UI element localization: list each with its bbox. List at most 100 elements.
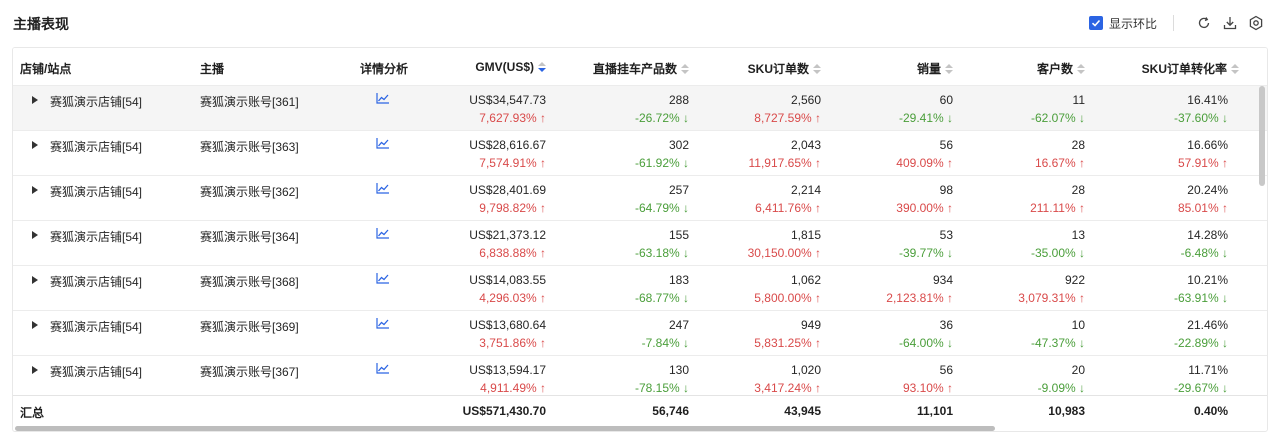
sales-value: 56: [939, 363, 953, 377]
trend-chart-icon[interactable]: [376, 272, 390, 284]
trend-chart-icon[interactable]: [376, 317, 390, 329]
col-store: 店铺/站点: [20, 62, 72, 76]
checkmark-icon: [1091, 19, 1101, 27]
sku-orders-change: 5,800.00% ↑: [754, 291, 821, 305]
gmv-change: 6,838.88% ↑: [479, 246, 546, 260]
sales-change: 2,123.81% ↑: [886, 291, 953, 305]
products-value: 155: [668, 228, 689, 242]
table-row[interactable]: 赛狐演示店铺[54] 赛狐演示账号[367] US$13,594.17 4,91…: [13, 356, 1267, 401]
col-sku-orders[interactable]: SKU订单数: [748, 60, 821, 77]
sort-icon[interactable]: [813, 63, 821, 74]
customers-value: 28: [1071, 183, 1085, 197]
gmv-value: US$13,594.17: [469, 363, 546, 377]
conversion-change: 57.91% ↑: [1177, 156, 1228, 170]
customers-change: -62.07% ↓: [1030, 111, 1085, 125]
sort-icon[interactable]: [538, 62, 546, 72]
summary-gmv: US$571,430.70: [462, 404, 546, 418]
gmv-value: US$28,616.67: [469, 138, 546, 152]
sort-icon[interactable]: [1077, 63, 1085, 74]
table-row[interactable]: 赛狐演示店铺[54] 赛狐演示账号[362] US$28,401.69 9,79…: [13, 176, 1267, 221]
sku-orders-value: 2,560: [790, 93, 821, 107]
vertical-scrollbar-thumb[interactable]: [1259, 86, 1265, 186]
products-change: -26.72% ↓: [634, 111, 689, 125]
compare-checkbox[interactable]: [1088, 16, 1103, 30]
summary-customers: 10,983: [1048, 404, 1085, 418]
products-value: 130: [668, 363, 689, 377]
col-products[interactable]: 直播挂车产品数: [593, 60, 689, 77]
trend-chart-icon[interactable]: [376, 137, 390, 149]
expand-icon[interactable]: [32, 186, 38, 194]
customers-change: -47.37% ↓: [1030, 336, 1085, 350]
products-change: -68.77% ↓: [634, 291, 689, 305]
table-row[interactable]: 赛狐演示店铺[54] 赛狐演示账号[361] US$34,547.73 7,62…: [13, 86, 1267, 131]
sku-orders-change: 5,831.25% ↑: [754, 336, 821, 350]
gmv-change: 4,911.49% ↑: [480, 381, 546, 395]
sales-value: 934: [932, 273, 953, 287]
customers-value: 20: [1071, 363, 1085, 377]
anchor-name: 赛狐演示账号[364]: [200, 230, 299, 244]
col-sales[interactable]: 销量: [917, 60, 953, 77]
products-value: 288: [668, 93, 689, 107]
sales-value: 56: [939, 138, 953, 152]
col-gmv[interactable]: GMV(US$): [475, 60, 546, 74]
table-row[interactable]: 赛狐演示店铺[54] 赛狐演示账号[369] US$13,680.64 3,75…: [13, 311, 1267, 356]
compare-toggle[interactable]: 显示环比: [1088, 15, 1157, 32]
customers-change: -9.09% ↓: [1037, 381, 1085, 395]
expand-icon[interactable]: [32, 366, 38, 374]
col-conversion[interactable]: SKU订单转化率: [1142, 60, 1239, 77]
col-gmv-label: GMV(US$): [475, 60, 534, 74]
table-row[interactable]: 赛狐演示店铺[54] 赛狐演示账号[364] US$21,373.12 6,83…: [13, 221, 1267, 266]
summary-sku-orders: 43,945: [784, 404, 821, 418]
sales-value: 53: [939, 228, 953, 242]
sort-icon[interactable]: [681, 63, 689, 74]
anchor-name: 赛狐演示账号[363]: [200, 140, 299, 154]
customers-change: 16.67% ↑: [1034, 156, 1085, 170]
trend-chart-icon[interactable]: [376, 92, 390, 104]
settings-icon[interactable]: [1246, 13, 1266, 33]
sort-icon[interactable]: [1231, 63, 1239, 74]
col-customers[interactable]: 客户数: [1037, 60, 1085, 77]
customers-value: 922: [1064, 273, 1085, 287]
sku-orders-value: 1,020: [790, 363, 821, 377]
gmv-value: US$34,547.73: [469, 93, 546, 107]
conversion-value: 20.24%: [1187, 183, 1228, 197]
sku-orders-value: 949: [800, 318, 821, 332]
store-name: 赛狐演示店铺[54]: [50, 365, 143, 379]
col-products-label: 直播挂车产品数: [592, 62, 677, 76]
sku-orders-value: 1,062: [790, 273, 821, 287]
horizontal-scrollbar-thumb[interactable]: [15, 426, 995, 431]
trend-chart-icon[interactable]: [376, 362, 390, 374]
sales-change: -39.77% ↓: [898, 246, 953, 260]
store-name: 赛狐演示店铺[54]: [50, 140, 143, 154]
table-row[interactable]: 赛狐演示店铺[54] 赛狐演示账号[368] US$14,083.55 4,29…: [13, 266, 1267, 311]
sales-change: 409.09% ↑: [896, 156, 953, 170]
expand-icon[interactable]: [32, 276, 38, 284]
products-value: 302: [668, 138, 689, 152]
conversion-change: -22.89% ↓: [1173, 336, 1228, 350]
sku-orders-change: 8,727.59% ↑: [754, 111, 821, 125]
expand-icon[interactable]: [32, 321, 38, 329]
expand-icon[interactable]: [32, 96, 38, 104]
store-name: 赛狐演示店铺[54]: [50, 185, 143, 199]
trend-chart-icon[interactable]: [376, 227, 390, 239]
gmv-value: US$13,680.64: [469, 318, 546, 332]
sort-icon[interactable]: [945, 63, 953, 74]
panel-header: 主播表现 显示环比: [0, 0, 1280, 46]
expand-icon[interactable]: [32, 141, 38, 149]
conversion-value: 21.46%: [1187, 318, 1228, 332]
store-name: 赛狐演示店铺[54]: [50, 275, 143, 289]
sales-value: 60: [939, 93, 953, 107]
download-icon[interactable]: [1220, 13, 1240, 33]
refresh-icon[interactable]: [1194, 13, 1214, 33]
store-name: 赛狐演示店铺[54]: [50, 320, 143, 334]
horizontal-scrollbar[interactable]: [13, 425, 1267, 431]
conversion-value: 10.21%: [1187, 273, 1228, 287]
vertical-scrollbar[interactable]: [1258, 86, 1266, 396]
expand-icon[interactable]: [32, 231, 38, 239]
toolbar-divider: [1173, 15, 1174, 31]
trend-chart-icon[interactable]: [376, 182, 390, 194]
gmv-change: 4,296.03% ↑: [479, 291, 546, 305]
table-row[interactable]: 赛狐演示店铺[54] 赛狐演示账号[363] US$28,616.67 7,57…: [13, 131, 1267, 176]
col-sku-orders-label: SKU订单数: [747, 62, 809, 76]
customers-value: 28: [1071, 138, 1085, 152]
